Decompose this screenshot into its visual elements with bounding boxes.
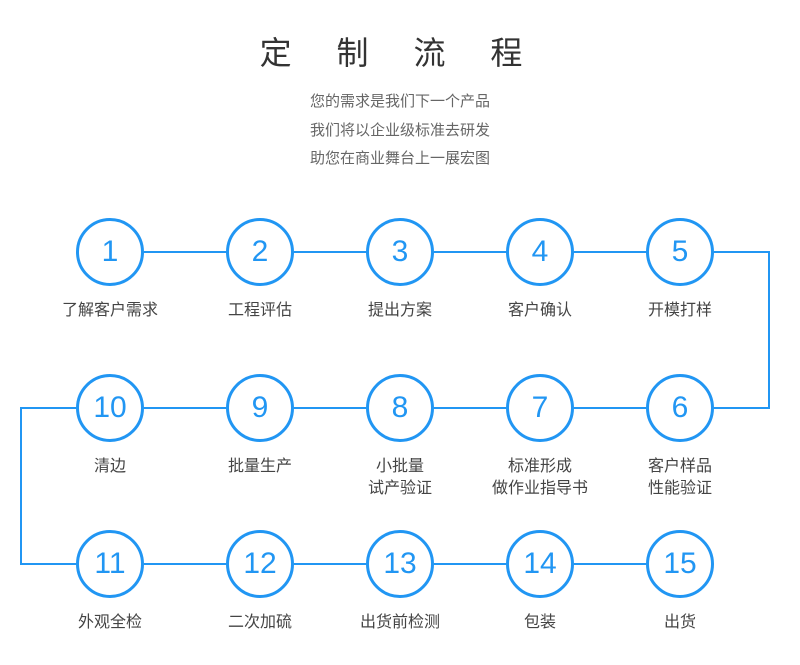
step-number: 9 xyxy=(226,374,294,442)
step-number: 6 xyxy=(646,374,714,442)
flow-step-12: 12 二次加硫 xyxy=(200,530,320,634)
flow-step-13: 13 出货前检测 xyxy=(340,530,460,634)
step-number: 2 xyxy=(226,218,294,286)
flow-step-14: 14 包装 xyxy=(480,530,600,634)
step-label: 包装 xyxy=(480,612,600,634)
step-number: 1 xyxy=(76,218,144,286)
flow-step-3: 3 提出方案 xyxy=(340,218,460,322)
flow-step-6: 6 客户样品 性能验证 xyxy=(620,374,740,499)
flow-step-7: 7 标准形成 做作业指导书 xyxy=(480,374,600,499)
step-label: 外观全检 xyxy=(50,612,170,634)
step-number: 11 xyxy=(76,530,144,598)
step-label: 提出方案 xyxy=(340,300,460,322)
step-label: 出货前检测 xyxy=(340,612,460,634)
step-label: 客户样品 性能验证 xyxy=(620,456,740,499)
flow-step-10: 10 清边 xyxy=(50,374,170,478)
step-number: 14 xyxy=(506,530,574,598)
flow-step-5: 5 开模打样 xyxy=(620,218,740,322)
flow-step-4: 4 客户确认 xyxy=(480,218,600,322)
step-number: 8 xyxy=(366,374,434,442)
step-label: 客户确认 xyxy=(480,300,600,322)
step-number: 5 xyxy=(646,218,714,286)
flow-step-2: 2 工程评估 xyxy=(200,218,320,322)
flow-step-11: 11 外观全检 xyxy=(50,530,170,634)
flow-step-8: 8 小批量 试产验证 xyxy=(340,374,460,499)
step-label: 出货 xyxy=(620,612,740,634)
step-label: 批量生产 xyxy=(200,456,320,478)
step-number: 4 xyxy=(506,218,574,286)
step-label: 清边 xyxy=(50,456,170,478)
step-number: 3 xyxy=(366,218,434,286)
flow-step-9: 9 批量生产 xyxy=(200,374,320,478)
step-label: 二次加硫 xyxy=(200,612,320,634)
step-number: 7 xyxy=(506,374,574,442)
step-label: 工程评估 xyxy=(200,300,320,322)
step-number: 12 xyxy=(226,530,294,598)
flow-step-1: 1 了解客户需求 xyxy=(50,218,170,322)
flowchart: 1 了解客户需求 2 工程评估 3 提出方案 4 客户确认 5 开模打样 10 清边 9 批量生产 8 小批量… xyxy=(0,0,800,665)
step-label: 了解客户需求 xyxy=(50,300,170,322)
step-label: 标准形成 做作业指导书 xyxy=(480,456,600,499)
step-number: 15 xyxy=(646,530,714,598)
step-label: 开模打样 xyxy=(620,300,740,322)
step-number: 10 xyxy=(76,374,144,442)
step-number: 13 xyxy=(366,530,434,598)
flow-step-15: 15 出货 xyxy=(620,530,740,634)
step-label: 小批量 试产验证 xyxy=(340,456,460,499)
